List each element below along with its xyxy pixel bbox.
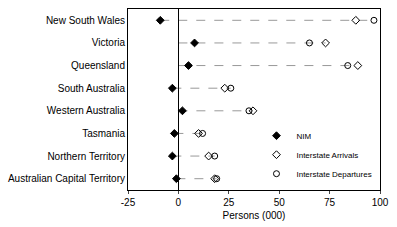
- svg-text:Western Australia: Western Australia: [47, 105, 126, 116]
- svg-text:Interstate Arrivals: Interstate Arrivals: [296, 151, 358, 160]
- svg-text:Persons (000): Persons (000): [223, 210, 286, 221]
- svg-text:-25: -25: [121, 197, 136, 208]
- svg-text:Tasmania: Tasmania: [82, 128, 125, 139]
- svg-text:Australian Capital Territory: Australian Capital Territory: [8, 173, 125, 184]
- svg-text:Interstate Departures: Interstate Departures: [296, 170, 371, 179]
- svg-text:South Australia: South Australia: [58, 83, 126, 94]
- svg-text:NIM: NIM: [296, 132, 311, 141]
- svg-text:Victoria: Victoria: [92, 37, 126, 48]
- svg-text:50: 50: [274, 197, 286, 208]
- svg-text:New South Wales: New South Wales: [46, 15, 125, 26]
- svg-text:Queensland: Queensland: [71, 60, 125, 71]
- svg-text:Northern Territory: Northern Territory: [47, 151, 125, 162]
- svg-text:100: 100: [372, 197, 389, 208]
- svg-text:25: 25: [223, 197, 235, 208]
- svg-text:75: 75: [324, 197, 336, 208]
- svg-text:0: 0: [176, 197, 182, 208]
